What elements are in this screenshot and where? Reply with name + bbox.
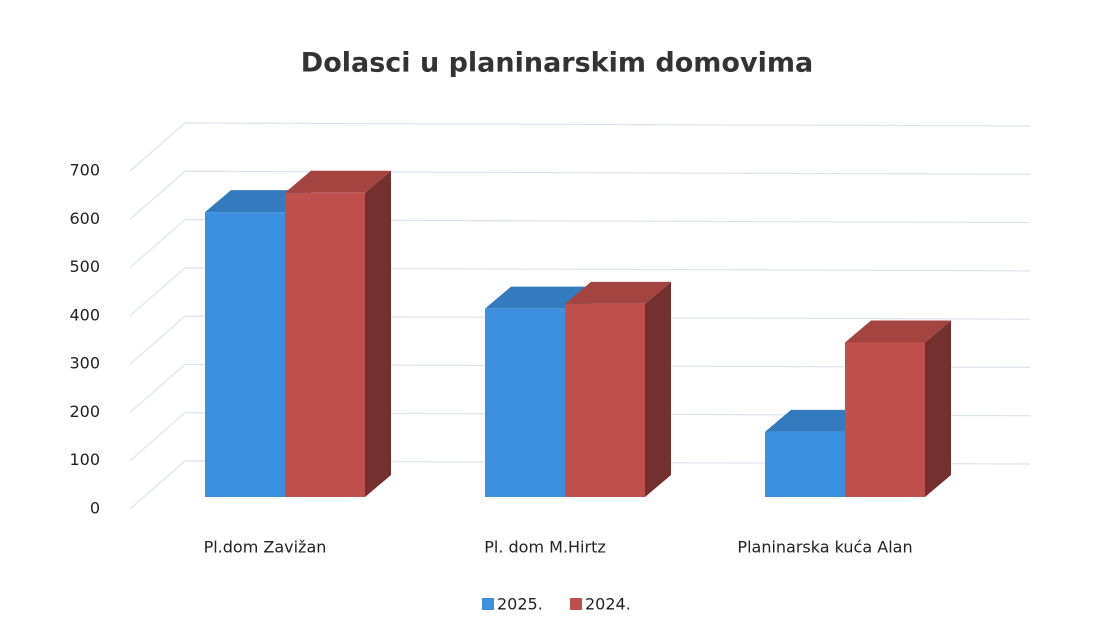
legend-label: 2025. — [497, 595, 543, 614]
bar — [565, 303, 645, 497]
legend-swatch — [570, 598, 582, 610]
legend-label: 2024. — [585, 595, 631, 614]
bar-side — [925, 320, 951, 497]
x-tick-label: Pl. dom M.Hirtz — [484, 538, 606, 557]
y-tick-label: 300 — [69, 354, 100, 373]
bar — [845, 342, 925, 497]
grid-line — [129, 460, 1031, 510]
bar — [205, 212, 285, 497]
grid-line — [129, 122, 1031, 172]
x-tick-label: Planinarska kuća Alan — [737, 538, 912, 557]
y-tick-label: 700 — [69, 161, 100, 180]
bar-top — [285, 170, 391, 193]
y-tick-label: 400 — [69, 305, 100, 324]
bar — [765, 431, 845, 497]
bar-top — [845, 320, 951, 343]
y-tick-label: 600 — [69, 209, 100, 228]
grid-line — [129, 170, 1031, 220]
y-tick-label: 200 — [69, 402, 100, 421]
bar-top — [565, 281, 671, 304]
x-tick-label: Pl.dom Zavižan — [204, 538, 327, 557]
grid-line — [129, 267, 1031, 317]
grid-line — [129, 412, 1031, 462]
chart-title: Dolasci u planinarskim domovima — [301, 48, 813, 79]
bar-top — [485, 286, 591, 309]
y-tick-label: 500 — [69, 257, 100, 276]
bar-top — [205, 190, 311, 213]
bar-top — [765, 409, 871, 432]
bar — [485, 308, 565, 497]
bar-side — [645, 281, 671, 497]
bar-side — [365, 170, 391, 498]
grid-line — [129, 363, 1031, 413]
grid-line — [129, 218, 1031, 269]
grid-line — [129, 315, 1031, 365]
y-tick-label: 100 — [69, 450, 100, 469]
bar — [285, 192, 365, 498]
y-tick-label: 0 — [90, 499, 100, 518]
legend-swatch — [482, 598, 494, 610]
